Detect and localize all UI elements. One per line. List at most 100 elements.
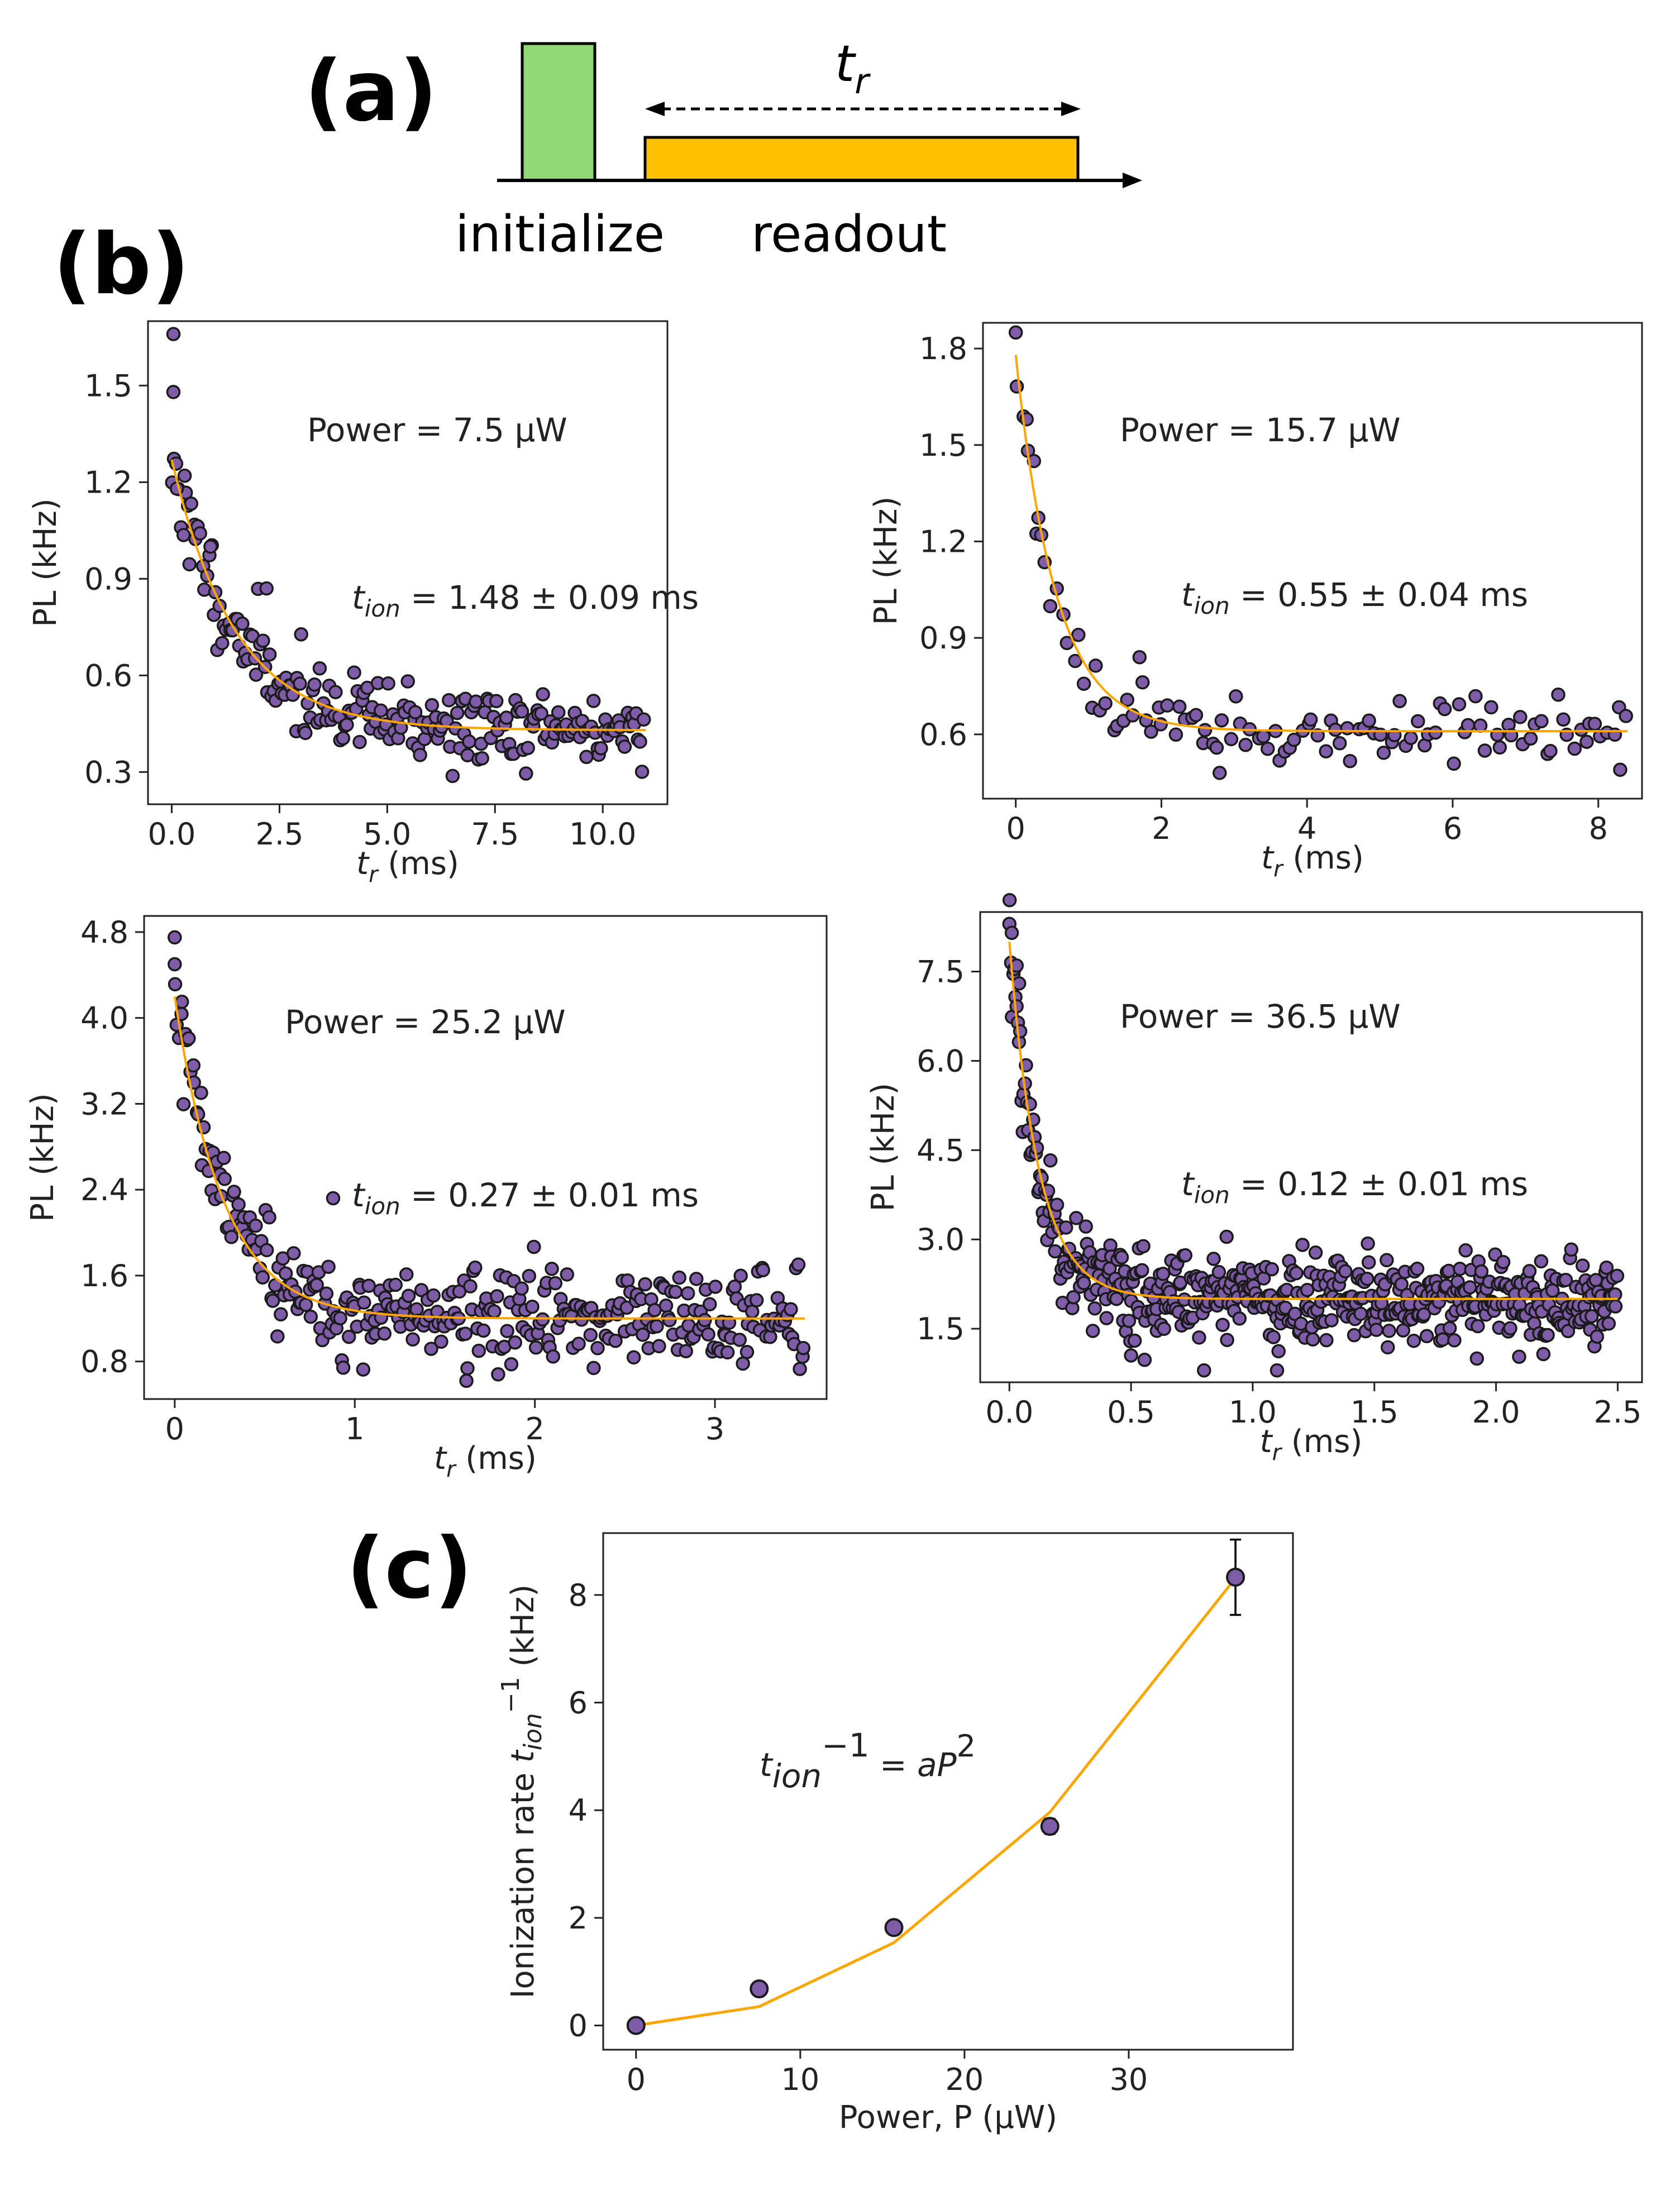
y-axis-label: PL (kHz) (25, 1093, 61, 1221)
data-point (1308, 1245, 1323, 1260)
data-point (1089, 658, 1103, 673)
data-point (1328, 722, 1343, 737)
data-point (491, 1367, 505, 1382)
data-point (586, 694, 601, 708)
data-point (340, 717, 354, 732)
data-point (1256, 729, 1271, 744)
data-point (508, 1335, 522, 1350)
data-point (1087, 1301, 1102, 1316)
x-axis-label: tr (ms) (356, 846, 459, 887)
data-point (708, 1280, 723, 1294)
data-point (341, 1329, 356, 1344)
data-point (184, 497, 199, 511)
data-point (255, 1270, 270, 1285)
data-point (1264, 1262, 1280, 1277)
x-tick-label: 4 (1297, 811, 1316, 846)
data-point (262, 1210, 276, 1225)
data-point (1213, 766, 1227, 780)
x-tick-label: 0.0 (985, 1395, 1033, 1430)
y-axis-label: PL (kHz) (868, 497, 904, 625)
marks-group (165, 327, 651, 784)
data-point (1324, 1313, 1339, 1328)
data-point (1543, 743, 1558, 758)
data-point (352, 734, 367, 750)
data-point (1468, 689, 1483, 704)
y-tick-label: 1.6 (80, 1258, 128, 1293)
data-point (1360, 1271, 1374, 1286)
y-tick-label: 3.2 (80, 1086, 128, 1121)
data-point (1127, 1333, 1142, 1348)
data-point (399, 1267, 414, 1282)
data-point (720, 1345, 735, 1360)
data-point (791, 1257, 806, 1272)
data-point (1287, 732, 1301, 747)
data-point (1209, 740, 1224, 755)
data-point (168, 977, 183, 992)
data-point (442, 693, 456, 708)
data-point (176, 1097, 191, 1111)
data-point (475, 751, 489, 766)
data-point (1009, 379, 1024, 394)
data-point (884, 1918, 904, 1937)
data-point (361, 1278, 376, 1293)
data-point (1361, 1236, 1375, 1251)
data-point (732, 1333, 747, 1347)
data-point (1214, 713, 1229, 728)
y-tick-label: 0.3 (84, 755, 132, 790)
data-point (182, 557, 197, 572)
data-point (594, 741, 608, 756)
data-point (1238, 738, 1253, 752)
power-annotation: Power = 15.7 μW (1120, 411, 1401, 449)
data-point (1043, 1153, 1058, 1168)
data-point (1394, 1277, 1409, 1292)
data-point (381, 676, 395, 691)
data-point (1512, 1349, 1526, 1364)
x-tick-label: 10.0 (569, 817, 636, 852)
data-point (536, 687, 550, 701)
data-point (633, 734, 647, 749)
data-point (571, 1336, 586, 1351)
data-point (1135, 1263, 1149, 1278)
data-point (1492, 740, 1507, 755)
y-tick-label: 8 (569, 1578, 588, 1613)
data-point (756, 1263, 770, 1277)
data-point (504, 1357, 519, 1372)
data-point (620, 1273, 635, 1288)
data-point (408, 705, 423, 719)
data-point (1353, 1306, 1368, 1321)
data-point (1522, 1264, 1537, 1278)
fit-curve (173, 996, 805, 1320)
data-point (186, 1058, 201, 1073)
data-point (287, 1246, 301, 1261)
data-point (1447, 756, 1461, 771)
data-point (1058, 1220, 1073, 1235)
fit-curve (170, 459, 646, 732)
data-point (534, 706, 548, 721)
data-point (1135, 675, 1150, 690)
data-point (1540, 1328, 1555, 1343)
data-point (217, 1172, 232, 1186)
data-point (545, 1262, 559, 1276)
y-axis-label: PL (kHz) (27, 498, 64, 627)
data-point (1124, 1348, 1138, 1363)
marks-group (1002, 892, 1625, 1378)
data-point (1452, 697, 1467, 712)
data-point (1382, 1324, 1396, 1338)
data-point (409, 1302, 424, 1317)
data-point (1461, 718, 1476, 733)
data-point (1215, 1318, 1230, 1332)
y-tick-label: 4.0 (80, 1001, 128, 1036)
data-point (1289, 1266, 1304, 1281)
data-point (617, 739, 632, 754)
data-point (270, 1329, 285, 1344)
data-point (1435, 1332, 1450, 1347)
data-point (294, 627, 308, 642)
y-axis-label: Ionization rate tion−1 (kHz) (497, 1584, 547, 1998)
y-tick-label: 1.8 (919, 331, 967, 366)
data-point (1410, 1262, 1425, 1276)
data-point (1132, 650, 1147, 665)
data-point (168, 930, 182, 945)
y-tick-label: 6 (569, 1686, 588, 1721)
data-point (463, 1279, 478, 1293)
tion-annotation: tion = 0.12 ± 0.01 ms (1181, 1165, 1528, 1209)
